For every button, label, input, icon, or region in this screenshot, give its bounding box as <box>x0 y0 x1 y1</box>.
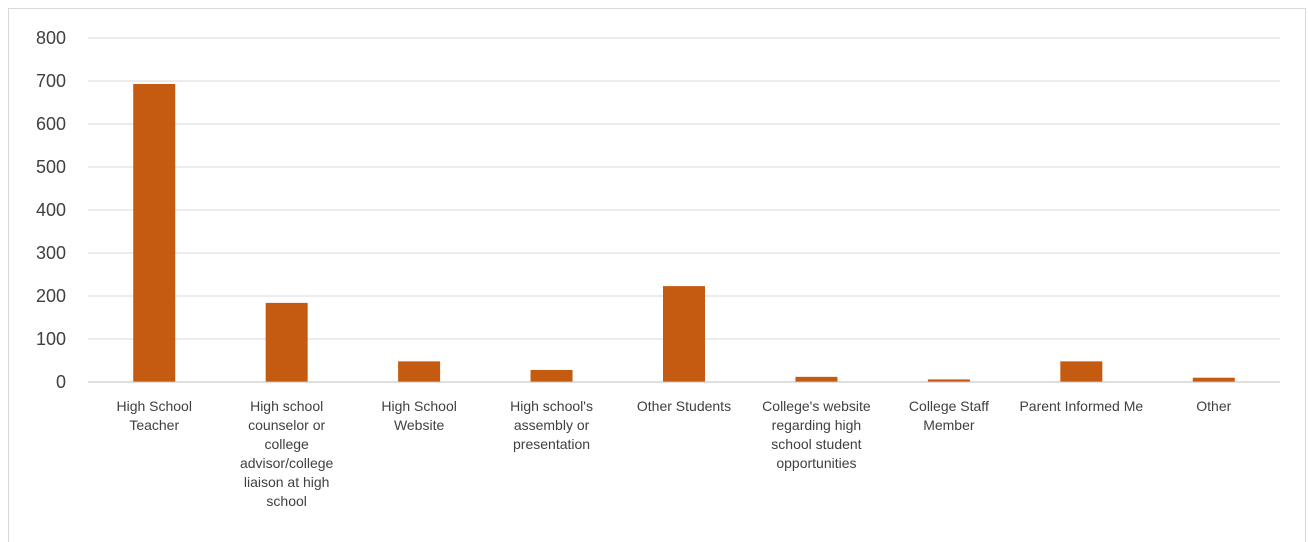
y-tick-label: 800 <box>36 28 66 48</box>
x-tick-label: Other <box>1196 398 1232 414</box>
x-tick-label: College's website regarding high school … <box>762 398 871 471</box>
x-tick-label: High School Website <box>381 398 457 433</box>
chart-frame <box>8 8 1306 542</box>
bar-1 <box>265 302 308 382</box>
bar-4 <box>663 286 705 382</box>
y-tick-label: 700 <box>36 71 66 91</box>
bar-7 <box>1060 361 1103 382</box>
bar-3 <box>530 369 573 382</box>
x-tick-label: Other Students <box>636 398 732 414</box>
bars <box>133 84 1235 382</box>
y-tick-label: 100 <box>36 329 66 349</box>
y-axis-ticks: 0 100 200 300 400 500 600 700 800 <box>36 28 66 392</box>
bar-6 <box>927 379 970 382</box>
y-tick-label: 600 <box>36 114 66 134</box>
y-tick-label: 400 <box>36 200 66 220</box>
bar-8 <box>1192 377 1235 382</box>
bar-5 <box>795 376 838 382</box>
y-tick-label: 300 <box>36 243 66 263</box>
bar-0 <box>133 84 176 382</box>
y-tick-label: 200 <box>36 286 66 306</box>
x-tick-label: Parent Informed Me <box>1019 398 1144 414</box>
y-tick-label: 500 <box>36 157 66 177</box>
x-tick-label: High school counselor or college advisor… <box>239 398 334 509</box>
x-tick-label: High school's assembly or presentation <box>510 398 593 452</box>
x-tick-label: High School Teacher <box>116 398 192 433</box>
x-tick-label: College Staff Member <box>908 398 989 433</box>
bar-2 <box>398 361 441 382</box>
y-tick-label: 0 <box>56 372 66 392</box>
